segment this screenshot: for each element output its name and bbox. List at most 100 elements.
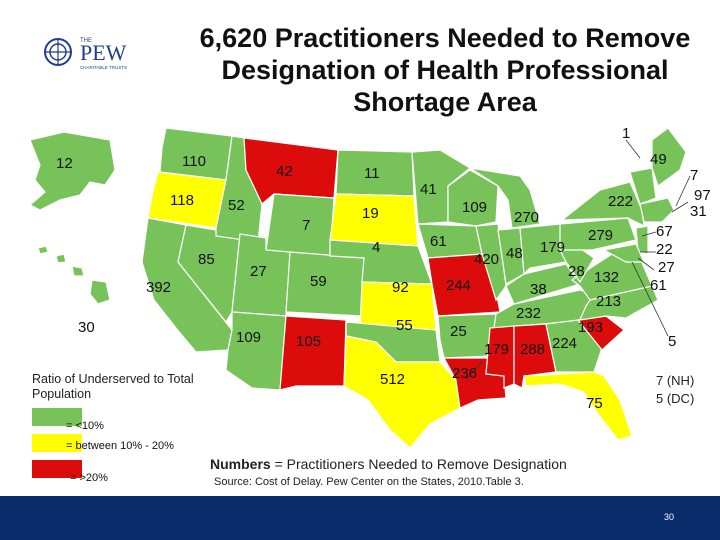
- state-ar: [437, 313, 497, 359]
- label-wa: 110: [182, 153, 206, 170]
- state-ma: [639, 197, 675, 223]
- legend-swatch-low: [32, 408, 82, 426]
- state-il: [475, 223, 507, 302]
- footer-bar: 30: [0, 496, 720, 540]
- label-wy: 7: [302, 217, 310, 234]
- nh-dc-values: 7 (NH) 5 (DC): [656, 372, 694, 408]
- leader-line: [625, 139, 641, 159]
- state-or: [147, 171, 227, 229]
- leader-line: [671, 201, 689, 213]
- state-vt-nh: [629, 167, 657, 205]
- label-mn: 41: [420, 181, 437, 198]
- leader-line: [631, 261, 669, 337]
- logo-wordmark: PEW: [80, 40, 127, 65]
- label-ar: 25: [450, 323, 467, 340]
- label-ky: 38: [530, 281, 547, 298]
- label-wv: 28: [568, 263, 585, 280]
- label-nm: 105: [296, 333, 321, 350]
- label-ga: 224: [552, 335, 577, 352]
- numbers-note: Numbers = Practitioners Needed to Remove…: [210, 456, 567, 472]
- state-az: [225, 311, 287, 391]
- legend-swatch-high: [32, 460, 82, 478]
- label-il: 420: [474, 251, 499, 268]
- dc-value: 5 (DC): [656, 391, 695, 406]
- leader-line: [675, 175, 691, 207]
- label-ne: 4: [372, 239, 380, 256]
- label-ri: 31: [690, 203, 707, 220]
- label-ok: 55: [396, 317, 413, 334]
- label-pa: 279: [588, 227, 613, 244]
- label-dc: 61: [650, 277, 667, 294]
- leader-line: [465, 361, 483, 381]
- label-ct: 7: [690, 167, 698, 184]
- label-la: 236: [452, 365, 477, 382]
- label-or: 118: [170, 192, 194, 209]
- label-nc: 213: [596, 293, 621, 310]
- label-tx: 512: [380, 371, 405, 388]
- label-dc-small: 5: [668, 333, 676, 350]
- title-line: 6,620 Practitioners Needed to Remove: [199, 23, 691, 53]
- label-ks: 92: [392, 279, 409, 296]
- state-hi: [37, 245, 111, 305]
- label-vt: 1: [622, 125, 630, 142]
- state-wi: [447, 169, 499, 227]
- nh-value: 7 (NH): [656, 373, 695, 388]
- label-ak: 12: [56, 155, 73, 172]
- label-ut: 27: [250, 263, 267, 280]
- label-ms: 179: [484, 341, 509, 358]
- legend-swatch-mid: [32, 434, 82, 452]
- label-al: 288: [520, 341, 545, 358]
- state-ia: [417, 223, 483, 259]
- note-rest: = Practitioners Needed to Remove Designa…: [270, 456, 567, 472]
- state-nc: [579, 285, 659, 321]
- label-ia: 61: [430, 233, 447, 250]
- state-ak: [28, 131, 116, 211]
- label-nj: 67: [656, 223, 673, 240]
- label-mt: 42: [276, 163, 293, 180]
- state-ky: [505, 263, 581, 305]
- page-number: 30: [664, 512, 675, 522]
- label-ca: 392: [146, 279, 171, 296]
- legend-label-mid: = between 10% - 20%: [66, 440, 174, 452]
- label-de: 22: [656, 241, 673, 258]
- logo-the: THE: [80, 38, 92, 44]
- label-id: 52: [228, 197, 245, 214]
- legend-title-line: Population: [32, 387, 92, 401]
- label-ny: 222: [608, 193, 633, 210]
- label-co: 59: [310, 273, 327, 290]
- state-fl: [523, 371, 633, 441]
- label-hi: 30: [78, 319, 95, 336]
- label-in: 48: [506, 245, 523, 262]
- leader-line: [641, 231, 657, 237]
- label-tn: 232: [516, 305, 541, 322]
- label-fl: 75: [586, 395, 603, 412]
- state-pa: [559, 217, 637, 251]
- state-mi: [469, 167, 541, 229]
- label-md: 27: [658, 259, 675, 276]
- legend-title-line: Ratio of Underserved to Total: [32, 372, 194, 386]
- pew-logo: THE PEW CHARITABLE TRUSTS: [40, 30, 160, 74]
- leader-line: [637, 257, 655, 271]
- note-bold: Numbers: [210, 456, 271, 472]
- label-nv: 85: [198, 251, 215, 268]
- label-wi: 109: [462, 199, 487, 216]
- label-ma: 97: [694, 187, 711, 204]
- label-mi: 270: [514, 209, 539, 226]
- state-me: [651, 127, 687, 187]
- state-nm: [279, 315, 347, 391]
- state-nj: [635, 225, 649, 255]
- label-sd: 19: [362, 205, 379, 222]
- title-line: Shortage Area: [353, 87, 537, 117]
- state-oh: [519, 223, 567, 276]
- label-sc: 193: [578, 319, 603, 336]
- label-me: 49: [650, 151, 667, 168]
- title-line: Designation of Health Professional: [221, 55, 669, 85]
- state-tx: [343, 335, 461, 449]
- us-map: 110 118 392 85 52 42 7 27 109 59 105 11 …: [28, 125, 711, 449]
- page-title: 6,620 Practitioners Needed to Remove Des…: [180, 22, 710, 118]
- label-va: 132: [594, 269, 619, 286]
- pew-logo-mark: THE PEW CHARITABLE TRUSTS: [44, 38, 127, 70]
- legend-title: Ratio of Underserved to Total Population: [32, 372, 194, 402]
- label-mo: 244: [446, 277, 471, 294]
- label-az: 109: [236, 329, 261, 346]
